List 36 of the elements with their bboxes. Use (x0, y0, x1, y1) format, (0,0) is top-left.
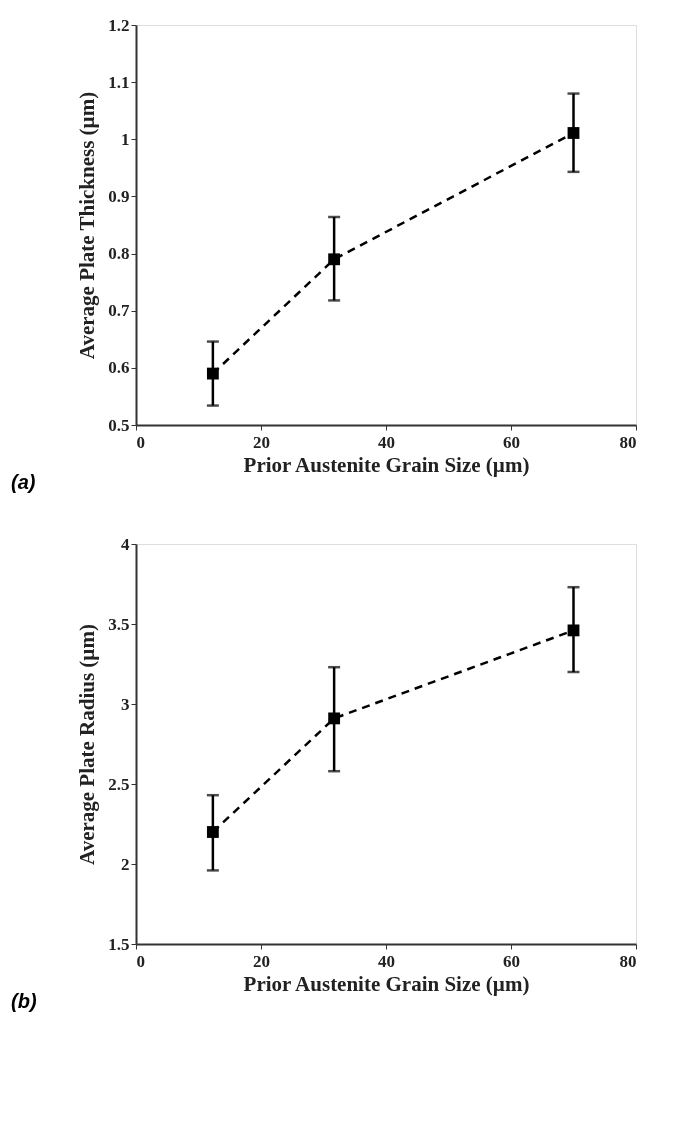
y-tick-label: 0.5 (108, 415, 130, 435)
text: (b) (11, 990, 37, 1012)
text: (a) (11, 471, 36, 493)
y-tick-label: 0.9 (108, 186, 130, 206)
x-tick-label: 20 (253, 951, 270, 971)
y-tick-label: 3.5 (108, 614, 130, 634)
point (206, 367, 219, 380)
y-tick-label: 1.5 (108, 934, 130, 954)
y-tick-label: 0.6 (108, 358, 130, 378)
x-tick-label: 60 (503, 951, 520, 971)
y-tick-label: 0.7 (108, 301, 130, 321)
y-tick-label: 1.1 (108, 72, 130, 92)
y-axis-title: Average Plate Thickness (µm) (75, 91, 100, 360)
y-tick-label: 2.5 (108, 774, 130, 794)
point (567, 127, 580, 139)
y-tick-label: 1 (121, 129, 130, 149)
x-tick-label: 80 (619, 951, 637, 971)
x-axis-title: Prior Austenite Grain Size (µm) (243, 971, 530, 996)
point (328, 712, 341, 725)
y-tick-label: 2 (121, 854, 130, 874)
y-tick-label: 0.8 (108, 244, 130, 264)
point (206, 826, 219, 838)
x-tick-label: 40 (378, 951, 395, 971)
x-tick-label: 40 (378, 432, 395, 452)
y-tick-label: 3 (121, 694, 130, 714)
point (328, 253, 341, 266)
y-tick-label: 4 (121, 534, 130, 554)
point (567, 624, 580, 637)
x-tick-label: 80 (619, 432, 637, 452)
x-axis-title: Prior Austenite Grain Size (µm) (243, 452, 530, 477)
y-tick-label: 1.2 (108, 15, 130, 35)
x-tick-label: 60 (503, 432, 520, 452)
y-axis-title: Average Plate Radius (µm) (75, 624, 100, 865)
x-tick-label: 20 (253, 432, 270, 452)
x-tick-label: 0 (136, 432, 145, 452)
x-tick-label: 0 (136, 951, 145, 971)
